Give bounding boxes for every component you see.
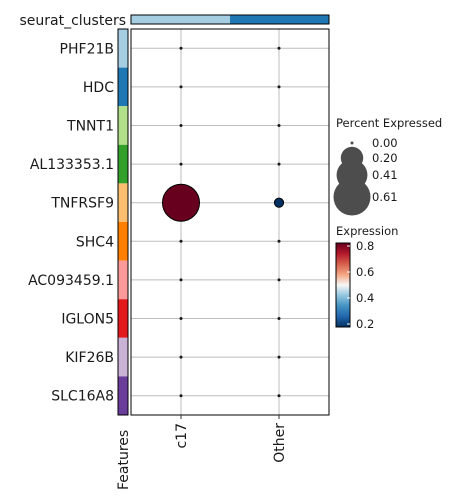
dot-slc16a8-c17	[179, 394, 183, 398]
gene-label-phf21b: PHF21B	[60, 41, 114, 57]
dot-slc16a8-other	[277, 394, 281, 398]
gene-annotation-al133353.1	[118, 144, 128, 184]
dot-kif26b-c17	[179, 355, 183, 359]
dot-iglon5-other	[277, 317, 281, 320]
panel-background	[131, 29, 329, 415]
x-tick-labels: c17 Other	[174, 415, 288, 463]
plot-panel	[130, 28, 330, 416]
gene-annotation-tnnt1	[118, 106, 128, 145]
color-legend-label: 0.4	[356, 291, 374, 305]
gene-label-ac093459.1: AC093459.1	[28, 273, 114, 289]
dot-tnnt1-other	[277, 124, 281, 127]
gene-label-slc16a8: SLC16A8	[51, 389, 114, 405]
size-legend-label: 0.61	[372, 190, 398, 204]
top-annotation-c17	[131, 15, 230, 24]
dot-phf21b-c17	[179, 46, 183, 50]
dot-shc4-other	[277, 239, 281, 243]
gene-label-al133353.1: AL133353.1	[30, 157, 114, 173]
gene-annotation-border	[117, 28, 129, 416]
gene-annotation-ac093459.1	[118, 260, 128, 300]
dot-tnfrsf9-other	[273, 197, 285, 208]
dot-iglon5-c17	[179, 317, 183, 320]
dot-shc4-c17	[179, 239, 183, 243]
dot-al133353.1-other	[277, 162, 281, 166]
x-label-other: Other	[272, 423, 288, 463]
gene-annotation-bar	[117, 28, 129, 416]
dot-kif26b-other	[277, 355, 281, 359]
gene-annotation-iglon5	[118, 299, 128, 338]
size-legend-label: 0.00	[372, 136, 398, 150]
gene-annotation-slc16a8	[118, 376, 128, 415]
size-legend-dot	[350, 141, 354, 145]
gene-label-shc4: SHC4	[76, 234, 114, 250]
size-legend-title: Percent Expressed	[336, 116, 442, 130]
gene-label-kif26b: KIF26B	[65, 350, 114, 366]
panel-border	[130, 28, 330, 416]
gene-label-iglon5: IGLON5	[61, 312, 114, 328]
color-legend-label: 0.2	[356, 317, 374, 331]
color-legend: Expression 0.8 0.6 0.4 0.2	[335, 224, 398, 331]
dot-tnfrsf9-c17	[162, 183, 200, 222]
size-legend: Percent Expressed 0.000.20 0.41 0.61	[333, 116, 442, 216]
dot-phf21b-other	[277, 46, 281, 50]
dot-hdc-c17	[179, 85, 183, 89]
top-annotation-other	[230, 15, 329, 24]
size-legend-label: 0.41	[372, 168, 398, 182]
dot-hdc-other	[277, 85, 281, 89]
top-annotation-border	[130, 14, 330, 25]
gene-label-tnnt1: TNNT1	[66, 119, 114, 135]
gene-label-hdc: HDC	[83, 80, 114, 96]
size-legend-dot	[333, 178, 371, 216]
top-annotation-label: seurat_clusters	[19, 13, 126, 29]
gene-annotation-kif26b	[118, 337, 128, 377]
dot-al133353.1-c17	[179, 162, 183, 166]
color-legend-bar	[335, 242, 351, 328]
features-axis-label: Features	[116, 430, 132, 490]
gene-annotation-shc4	[118, 222, 128, 261]
gene-annotation-hdc	[118, 67, 128, 107]
top-annotation-bar	[130, 14, 330, 25]
color-legend-label: 0.8	[356, 239, 374, 253]
gene-labels: PHF21B HDC TNNT1 AL133353.1 TNFRSF9 SHC4 AC093…	[28, 41, 114, 404]
gene-annotation-phf21b	[118, 29, 128, 68]
color-legend-label: 0.6	[356, 265, 374, 279]
size-legend-label: 0.20	[372, 151, 398, 165]
dot-tnnt1-c17	[179, 124, 183, 127]
dot-ac093459.1-c17	[179, 278, 183, 282]
gene-label-tnfrsf9: TNFRSF9	[50, 196, 114, 212]
color-legend-title: Expression	[336, 224, 398, 238]
x-label-c17: c17	[174, 423, 190, 449]
gene-annotation-tnfrsf9	[118, 183, 128, 222]
dot-ac093459.1-other	[277, 278, 281, 282]
